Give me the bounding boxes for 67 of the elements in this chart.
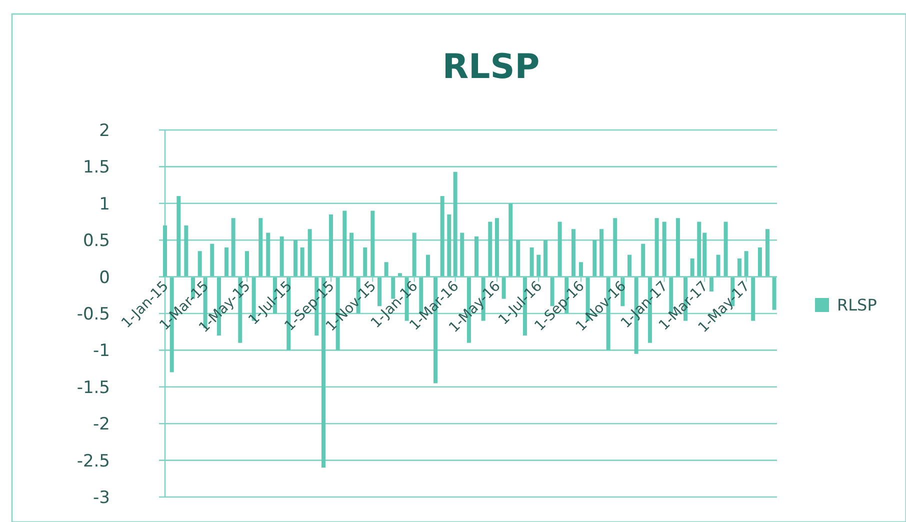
y-tick-label: 1	[99, 194, 110, 214]
bar	[198, 251, 202, 277]
bar	[163, 225, 167, 277]
bar	[690, 258, 694, 277]
y-tick-label: -2	[93, 414, 110, 435]
bar	[716, 254, 720, 277]
y-tick-label: -1.5	[76, 378, 110, 398]
bar	[426, 254, 430, 277]
bar	[244, 251, 249, 277]
bar	[266, 232, 270, 277]
bar	[571, 229, 576, 277]
bar	[599, 229, 604, 277]
bar	[460, 232, 464, 277]
bar	[662, 222, 666, 277]
bar	[516, 240, 520, 277]
bar	[737, 258, 742, 277]
bar	[440, 196, 444, 277]
bar	[744, 251, 748, 277]
bar	[474, 236, 478, 277]
bar	[224, 247, 228, 277]
y-tick-label: 2	[99, 120, 110, 141]
bar	[384, 262, 388, 277]
bar	[751, 276, 756, 321]
bar	[184, 225, 188, 277]
bar	[765, 229, 770, 277]
bar	[654, 218, 659, 277]
bar	[370, 210, 375, 277]
legend-label: RLSP	[837, 296, 878, 315]
bar	[627, 254, 632, 277]
bar	[231, 218, 236, 277]
y-tick-label: 0.5	[82, 231, 110, 252]
bar	[342, 210, 347, 277]
bar	[613, 218, 618, 277]
bar	[280, 236, 284, 277]
bar	[676, 218, 680, 277]
bar	[494, 218, 499, 277]
bar	[176, 196, 181, 277]
bar	[558, 222, 562, 277]
bar	[772, 276, 776, 310]
bar	[293, 240, 298, 277]
bar	[592, 240, 597, 277]
bar	[536, 254, 541, 277]
bar	[363, 247, 368, 277]
bar	[258, 218, 263, 277]
bar	[724, 222, 728, 277]
bar	[447, 214, 452, 277]
bar	[300, 247, 304, 277]
bar	[412, 232, 416, 277]
y-tick-label: -0.5	[76, 304, 110, 324]
bar	[508, 203, 513, 277]
bar	[488, 222, 492, 277]
bar	[349, 232, 354, 277]
chart-title: RLSP	[442, 47, 540, 87]
bar	[641, 244, 646, 277]
bar	[328, 214, 333, 277]
bar	[543, 240, 548, 277]
bar	[578, 262, 583, 277]
y-tick-label: -2.5	[76, 451, 110, 472]
y-tick-label: 0	[99, 268, 110, 288]
y-tick-label: -3	[93, 488, 110, 508]
bar	[210, 244, 214, 277]
bar	[758, 247, 762, 277]
bar	[530, 247, 534, 277]
y-tick-label: 1.5	[82, 158, 110, 178]
bar	[308, 229, 312, 277]
y-tick-label: -1	[93, 341, 110, 362]
bar	[453, 172, 458, 277]
